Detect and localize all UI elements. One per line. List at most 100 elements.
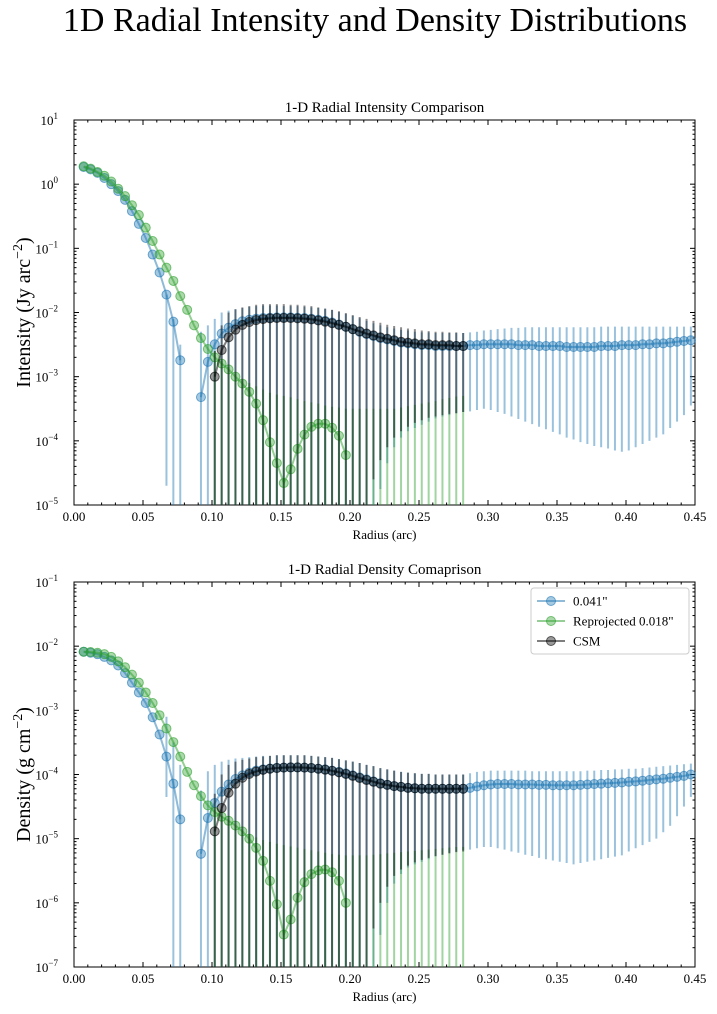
data-point (478, 339, 489, 350)
data-point (133, 687, 144, 698)
data-point (430, 783, 441, 794)
data-point (340, 450, 351, 461)
data-point (202, 812, 213, 823)
chart-title: 1-D Radial Density Comaprison (288, 562, 482, 578)
x-tick-label: 0.05 (132, 971, 155, 986)
data-point (561, 780, 572, 791)
y-tick-base: 10 (35, 434, 48, 449)
data-point (292, 313, 303, 324)
y-label-text: Density (g cm (13, 728, 35, 842)
data-point (554, 780, 565, 791)
data-point (458, 341, 469, 352)
data-point (251, 398, 262, 409)
series-line (83, 650, 347, 938)
data-point (195, 791, 206, 802)
y-tick-exp: 1 (54, 111, 59, 121)
series-1 (78, 646, 465, 967)
data-point (568, 780, 579, 791)
data-point (527, 779, 538, 790)
data-point (189, 320, 200, 331)
x-axis-label: Radius (arc) (353, 527, 417, 542)
legend-marker (546, 596, 556, 606)
data-point (161, 723, 172, 734)
data-point (285, 313, 296, 324)
data-point (534, 341, 545, 352)
data-point (230, 324, 241, 335)
data-point (292, 443, 303, 454)
data-point (540, 341, 551, 352)
data-point (313, 418, 324, 429)
data-point (561, 341, 572, 352)
y-tick-base: 10 (35, 639, 48, 654)
data-point (230, 371, 241, 382)
data-point (216, 345, 227, 356)
data-point (223, 332, 234, 343)
data-point (333, 430, 344, 441)
x-tick-label: 0.15 (270, 509, 293, 524)
data-point (209, 826, 220, 837)
data-point (278, 929, 289, 940)
y-tick-base: 10 (35, 241, 48, 256)
data-point (423, 783, 434, 794)
data-point (216, 803, 227, 814)
data-point (237, 826, 248, 837)
data-point (251, 842, 262, 853)
data-point (99, 170, 110, 181)
x-tick-label: 0.45 (684, 971, 707, 986)
y-tick-label: 10−5 (35, 830, 58, 847)
data-point (327, 867, 338, 878)
data-point (534, 779, 545, 790)
data-point (292, 762, 303, 773)
data-point (623, 340, 634, 351)
data-point (637, 339, 648, 350)
y-tick-label: 10−2 (35, 637, 58, 654)
data-point (603, 341, 614, 352)
data-point (133, 677, 144, 688)
y-tick-exp: −4 (48, 766, 58, 776)
data-point (520, 779, 531, 790)
data-point (485, 779, 496, 790)
x-tick-label: 0.20 (339, 509, 362, 524)
data-point (623, 776, 634, 787)
y-tick-base: 10 (35, 703, 48, 718)
data-point (154, 249, 165, 260)
data-point (237, 378, 248, 389)
intensity-chart: 0.00 0.05 0.10 0.15 0.20 0.25 0.30 0.35 0.40 0.45… (11, 100, 706, 542)
data-point (264, 437, 275, 448)
data-point (492, 339, 503, 350)
x-tick-label: 0.25 (408, 971, 431, 986)
y-tick-label: 10−2 (35, 304, 58, 321)
data-point (106, 176, 117, 187)
y-tick-label: 100 (41, 175, 59, 192)
x-tick-label: 0.30 (477, 509, 500, 524)
data-point (685, 769, 696, 780)
y-tick-exp: −1 (48, 573, 58, 583)
data-point (492, 779, 503, 790)
data-point (271, 899, 282, 910)
data-point (140, 687, 151, 698)
data-point (195, 848, 206, 859)
x-tick-label: 0.30 (477, 971, 500, 986)
data-point (140, 698, 151, 709)
data-point (547, 780, 558, 791)
data-point (271, 313, 282, 324)
data-point (195, 392, 206, 403)
data-point (520, 340, 531, 351)
data-point (278, 313, 289, 324)
data-point (340, 897, 351, 908)
data-point (575, 779, 586, 790)
data-point (513, 779, 524, 790)
y-tick-exp: −2 (48, 304, 58, 314)
y-axis-label: Intensity (Jy arc−2) (11, 237, 35, 387)
data-point (168, 737, 179, 748)
data-point (685, 335, 696, 346)
y-tick-exp: −5 (48, 830, 58, 840)
data-point (285, 762, 296, 773)
data-point (568, 341, 579, 352)
data-point (182, 304, 193, 315)
y-tick-base: 10 (35, 960, 48, 975)
data-point (126, 677, 137, 688)
data-point (168, 316, 179, 327)
y-tick-label: 10−1 (35, 573, 58, 590)
